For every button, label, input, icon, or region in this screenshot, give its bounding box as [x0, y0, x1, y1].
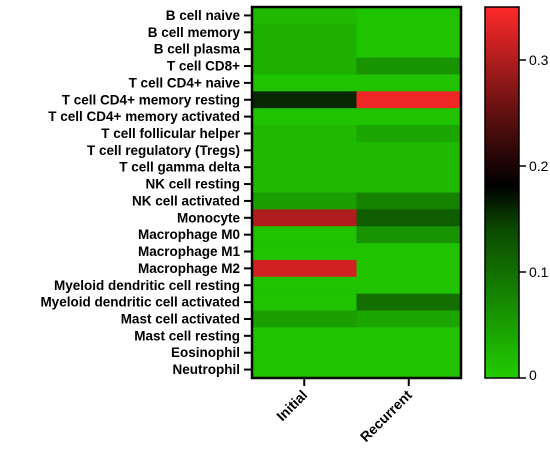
- colorbar-tick-label: 0: [529, 367, 537, 383]
- heatmap-cell: [356, 276, 462, 295]
- heatmap-cell: [252, 108, 357, 126]
- row-label: Mast cell activated: [121, 311, 240, 326]
- heatmap-cell: [252, 125, 357, 143]
- row-label: T cell CD4+ memory resting: [62, 92, 240, 107]
- column-label: Recurrent: [357, 387, 415, 445]
- heatmap-cell: [252, 7, 357, 25]
- heatmap-cell: [356, 141, 462, 160]
- row-label: Macrophage M2: [138, 261, 240, 276]
- row-label: Myeloid dendritic cell activated: [40, 295, 240, 310]
- row-label: NK cell resting: [145, 177, 240, 192]
- colorbar: 0 0.1 0.2 0.3: [484, 6, 549, 383]
- heatmap-cell: [356, 361, 462, 379]
- row-label: Macrophage M1: [138, 244, 241, 259]
- heatmap-cell: [356, 344, 462, 362]
- heatmap-cell: [356, 293, 462, 312]
- heatmap-cell: [252, 175, 357, 193]
- row-label: Neutrophil: [173, 362, 241, 377]
- row-label: T cell follicular helper: [101, 126, 241, 141]
- heatmap-cell: [252, 226, 357, 244]
- row-label: Myeloid dendritic cell resting: [54, 278, 240, 293]
- row-label: T cell gamma delta: [119, 160, 240, 175]
- colorbar-tick-label: 0.3: [529, 52, 549, 68]
- column-ticks: Initial Recurrent: [273, 378, 415, 445]
- heatmap-cell: [356, 125, 462, 143]
- heatmap-frame: [250, 5, 463, 380]
- row-label: T cell CD4+ naive: [129, 75, 241, 90]
- heatmap-cell: [252, 40, 357, 59]
- row-label: B cell plasma: [154, 42, 241, 57]
- heatmap-cell: [252, 276, 357, 295]
- row-label: Macrophage M0: [138, 227, 240, 242]
- heatmap-cell: [356, 192, 462, 210]
- heatmap-cell: [252, 310, 357, 328]
- colorbar-tick-label: 0.2: [529, 158, 549, 174]
- heatmap-cell: [252, 23, 357, 42]
- row-label: T cell CD4+ memory activated: [48, 109, 240, 124]
- heatmap-cell: [356, 7, 462, 25]
- row-label: NK cell activated: [132, 193, 240, 208]
- heatmap-cell: [356, 74, 462, 92]
- heatmap-cell: [252, 91, 357, 109]
- heatmap-cells: [252, 7, 462, 379]
- row-label: B cell naive: [166, 8, 241, 23]
- row-label: B cell memory: [148, 25, 241, 40]
- row-label: Monocyte: [177, 210, 240, 225]
- heatmap-cell: [252, 259, 357, 278]
- colorbar-tick-label: 0.1: [529, 264, 549, 280]
- heatmap-cell: [356, 259, 462, 278]
- heatmap-cell: [356, 175, 462, 193]
- heatmap-cell: [252, 74, 357, 92]
- heatmap-cell: [252, 293, 357, 312]
- row-label: T cell CD8+: [167, 59, 240, 74]
- heatmap-cell: [356, 57, 462, 75]
- heatmap-cell: [356, 243, 462, 261]
- heatmap-cell: [252, 344, 357, 362]
- heatmap-cell: [252, 209, 357, 227]
- heatmap-cell: [356, 91, 462, 109]
- row-label: T cell regulatory (Tregs): [87, 143, 240, 158]
- heatmap-cell: [252, 141, 357, 160]
- heatmap-cell: [252, 57, 357, 75]
- heatmap-cell: [356, 209, 462, 227]
- heatmap-cell: [356, 23, 462, 42]
- heatmap-cell: [356, 310, 462, 328]
- heatmap-cell: [252, 158, 357, 177]
- heatmap-cell: [252, 327, 357, 345]
- heatmap-cell: [252, 361, 357, 379]
- heatmap-cell: [356, 40, 462, 59]
- heatmap-cell: [252, 192, 357, 210]
- row-labels: B cell naive B cell memory B cell plasma T …: [40, 8, 252, 377]
- colorbar-gradient: [484, 6, 520, 379]
- column-label: Initial: [273, 387, 310, 424]
- heatmap-cell: [356, 226, 462, 244]
- heatmap-cell: [356, 108, 462, 126]
- row-label: Mast cell resting: [134, 328, 240, 343]
- heatmap-cell: [252, 243, 357, 261]
- row-label: Eosinophil: [171, 345, 240, 360]
- heatmap-cell: [356, 158, 462, 177]
- heatmap-cell: [356, 327, 462, 345]
